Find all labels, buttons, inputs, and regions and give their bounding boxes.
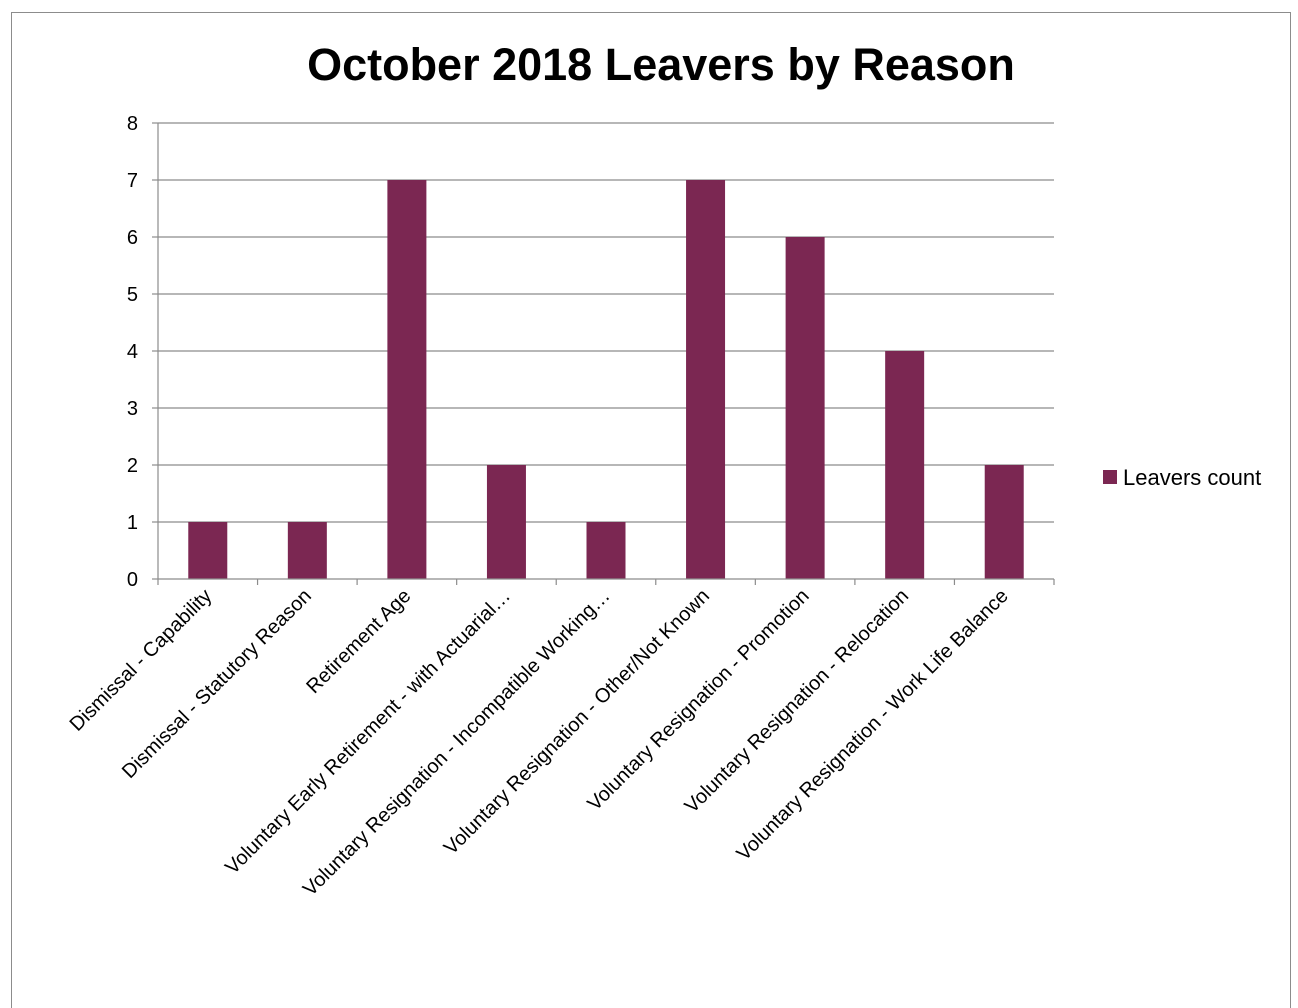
y-tick-label: 2 [127,455,138,477]
x-category-label: Dismissal - Statutory Reason [118,585,316,783]
bar [885,351,925,579]
bar [586,522,626,579]
x-category-label: Voluntary Resignation - Relocation [681,585,914,818]
chart-frame [11,12,1291,1008]
bar [785,237,825,579]
chart-title: October 2018 Leavers by Reason [307,39,1015,90]
legend-label: Leavers count [1123,465,1261,490]
bar [486,465,526,579]
axes [152,122,1055,585]
y-tick-label: 1 [127,512,138,534]
bar [287,522,327,579]
y-tick-label: 4 [127,341,138,363]
bar [686,180,726,579]
y-tick-labels: 0 1 2 3 4 5 6 7 8 [127,113,138,591]
y-tick-label: 7 [127,170,138,192]
legend: Leavers count [1103,465,1261,490]
bar [984,465,1024,579]
y-tick-label: 8 [127,113,138,135]
bar [188,522,228,579]
y-tick-label: 6 [127,227,138,249]
y-tick-label: 0 [127,569,138,591]
bar [387,180,427,579]
bars [188,180,1024,579]
x-category-label: Voluntary Resignation - Promotion [583,585,813,815]
x-category-label: Retirement Age [302,585,415,698]
y-tick-label: 3 [127,398,138,420]
y-tick-label: 5 [127,284,138,306]
legend-swatch [1103,470,1117,484]
